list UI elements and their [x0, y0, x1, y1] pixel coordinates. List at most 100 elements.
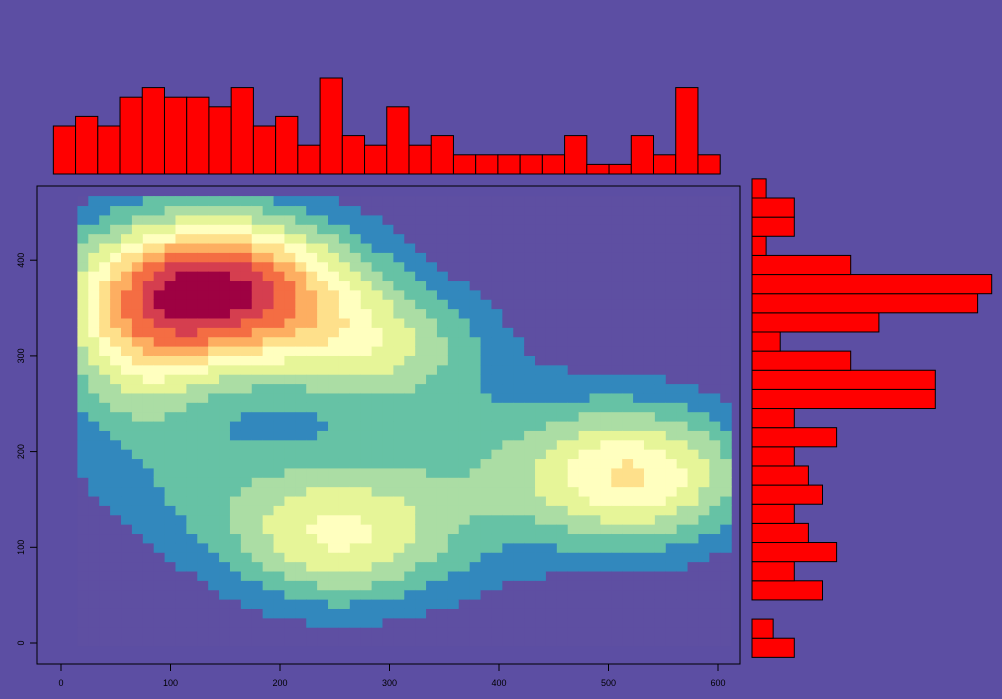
density-cell [502, 271, 514, 282]
density-cell [77, 392, 89, 403]
density-cell [131, 392, 144, 403]
density-cell [611, 261, 623, 272]
density-cell [328, 542, 340, 553]
density-cell [306, 589, 318, 600]
density-cell [306, 636, 318, 647]
x-histogram-bar [675, 87, 699, 175]
density-cell [600, 308, 612, 319]
density-cell [99, 524, 111, 535]
density-cell [284, 627, 296, 638]
density-cell [328, 449, 340, 460]
density-cell [131, 589, 144, 600]
density-cell [262, 271, 275, 282]
density-cell [99, 570, 111, 581]
density-cell [676, 599, 689, 609]
density-cell [153, 327, 166, 338]
x-histogram-bar [163, 96, 188, 175]
density-cell [338, 252, 351, 263]
x-axis: 0 100 200 300 400 500 600 [58, 663, 726, 688]
density-cell [153, 261, 166, 272]
density-cell [720, 242, 732, 253]
density-cell [208, 524, 220, 535]
density-cell [153, 346, 166, 356]
density-cell [273, 608, 286, 619]
density-cell [633, 261, 645, 272]
density-cell [393, 364, 405, 375]
density-cell [208, 252, 220, 263]
density-cell [360, 627, 373, 638]
density-cell [513, 355, 525, 366]
x-histogram-bar [653, 154, 677, 175]
density-cell [306, 542, 318, 553]
density-cell [229, 308, 242, 319]
density-cell [665, 552, 678, 563]
density-cell [676, 589, 689, 600]
density-cell [622, 467, 634, 478]
density-cell [229, 580, 242, 591]
density-cell [153, 514, 166, 525]
density-cell [197, 355, 209, 366]
density-cell [709, 599, 721, 609]
density-cell [164, 317, 177, 328]
density-cell [338, 580, 351, 591]
density-cell [447, 402, 460, 413]
density-cell [142, 308, 155, 319]
density-cell [578, 636, 591, 647]
density-cell [175, 542, 187, 553]
density-cell [709, 346, 721, 356]
density-cell [654, 449, 667, 460]
density-cell [676, 346, 689, 356]
density-cell [164, 467, 177, 478]
density-cell [295, 233, 307, 244]
density-cell [513, 486, 525, 497]
density-cell [687, 261, 700, 272]
density-cell [502, 252, 514, 263]
density-cell [556, 374, 569, 385]
density-cell [88, 495, 100, 506]
density-cell [676, 242, 689, 253]
density-cell [382, 402, 394, 413]
density-cell [382, 336, 394, 347]
density-cell [240, 308, 253, 319]
density-cell [208, 224, 220, 235]
density-cell [131, 299, 144, 310]
density-cell [415, 570, 427, 581]
density-cell [153, 411, 166, 422]
density-cell [545, 570, 558, 581]
density-cell [306, 299, 318, 310]
density-cell [142, 336, 155, 347]
density-cell [393, 205, 405, 216]
density-cell [328, 374, 340, 385]
density-cell [687, 458, 700, 469]
density-cell [393, 402, 405, 413]
density-cell [469, 374, 482, 385]
density-cell [480, 280, 493, 291]
density-cell [197, 495, 209, 506]
density-cell [643, 580, 656, 591]
density-cell [371, 533, 384, 544]
density-cell [110, 205, 122, 216]
density-cell [436, 327, 449, 338]
density-cell [88, 617, 100, 628]
density-cell [578, 383, 591, 394]
density-cell [404, 580, 416, 591]
density-cell [349, 364, 362, 375]
density-cell [121, 439, 133, 450]
density-cell [197, 205, 209, 216]
density-cell [491, 617, 503, 628]
density-cell [502, 280, 514, 291]
density-cell [306, 552, 318, 563]
density-cell [458, 542, 471, 553]
density-cell [633, 327, 645, 338]
density-cell [502, 374, 514, 385]
density-cell [338, 505, 351, 516]
density-cell [502, 467, 514, 478]
density-cell [99, 271, 111, 282]
density-cell [284, 271, 296, 282]
density-cell [709, 374, 721, 385]
density-cell [197, 477, 209, 488]
density-cell [99, 599, 111, 609]
density-cell [524, 383, 536, 394]
density-cell [469, 196, 482, 207]
density-cell [469, 542, 482, 553]
